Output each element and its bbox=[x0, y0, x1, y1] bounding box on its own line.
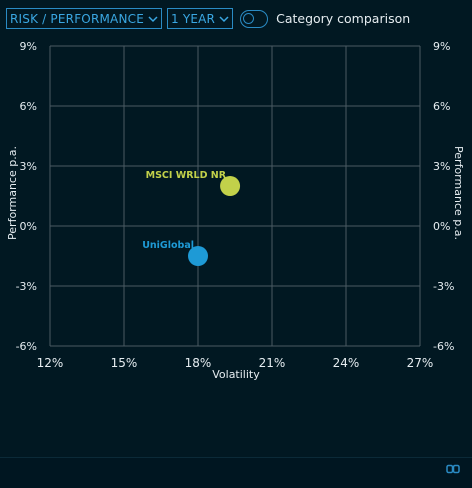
link-icon[interactable] bbox=[446, 464, 460, 474]
x-tick-label: 15% bbox=[111, 356, 138, 370]
scatter-point bbox=[188, 246, 208, 266]
chart-panel: RISK / PERFORMANCE 1 YEAR Category compa… bbox=[0, 7, 472, 458]
y-tick-label-left: 9% bbox=[20, 40, 37, 53]
y-tick-label-right: 3% bbox=[433, 160, 450, 173]
point-label: UniGlobal bbox=[142, 240, 194, 251]
y-tick-label-left: -3% bbox=[16, 280, 37, 293]
y-tick-label-left: 3% bbox=[20, 160, 37, 173]
chevron-down-icon bbox=[148, 15, 158, 22]
category-comparison-label: Category comparison bbox=[276, 11, 411, 26]
y-tick-label-left: 6% bbox=[20, 100, 37, 113]
y-tick-label-right: -3% bbox=[433, 280, 454, 293]
y-tick-label-right: 0% bbox=[433, 220, 450, 233]
y-tick-label-left: -6% bbox=[16, 340, 37, 353]
period-select-label: 1 YEAR bbox=[170, 11, 216, 26]
y-tick-label-right: -6% bbox=[433, 340, 454, 353]
toolbar: RISK / PERFORMANCE 1 YEAR Category compa… bbox=[6, 7, 410, 30]
risk-performance-chart: 12% 15% 18% 21% 24% 27% 9% 9% 6% 6% 3% 3% 0% 0% -3% -3%… bbox=[6, 40, 465, 381]
point-label: MSCI WRLD NR bbox=[146, 170, 227, 181]
period-select[interactable]: 1 YEAR bbox=[166, 8, 234, 29]
x-tick-label: 18% bbox=[185, 356, 212, 370]
view-select-label: RISK / PERFORMANCE bbox=[10, 11, 144, 26]
scatter-point bbox=[220, 176, 241, 196]
x-tick-label: 12% bbox=[37, 356, 64, 370]
view-select[interactable]: RISK / PERFORMANCE bbox=[6, 8, 162, 29]
y-tick-label-right: 9% bbox=[433, 40, 450, 53]
x-tick-label: 21% bbox=[259, 356, 286, 370]
x-tick-label: 24% bbox=[333, 356, 360, 370]
category-comparison-toggle[interactable] bbox=[240, 9, 269, 28]
x-axis-label: Volatility bbox=[212, 368, 260, 381]
chevron-down-icon bbox=[219, 15, 229, 22]
y-axis-label-right: Performance p.a. bbox=[452, 146, 465, 240]
x-tick-label: 27% bbox=[407, 356, 434, 370]
y-axis-label-left: Performance p.a. bbox=[6, 146, 19, 240]
y-tick-label-right: 6% bbox=[433, 100, 450, 113]
toggle-knob bbox=[243, 12, 255, 24]
y-tick-label-left: 0% bbox=[20, 220, 37, 233]
